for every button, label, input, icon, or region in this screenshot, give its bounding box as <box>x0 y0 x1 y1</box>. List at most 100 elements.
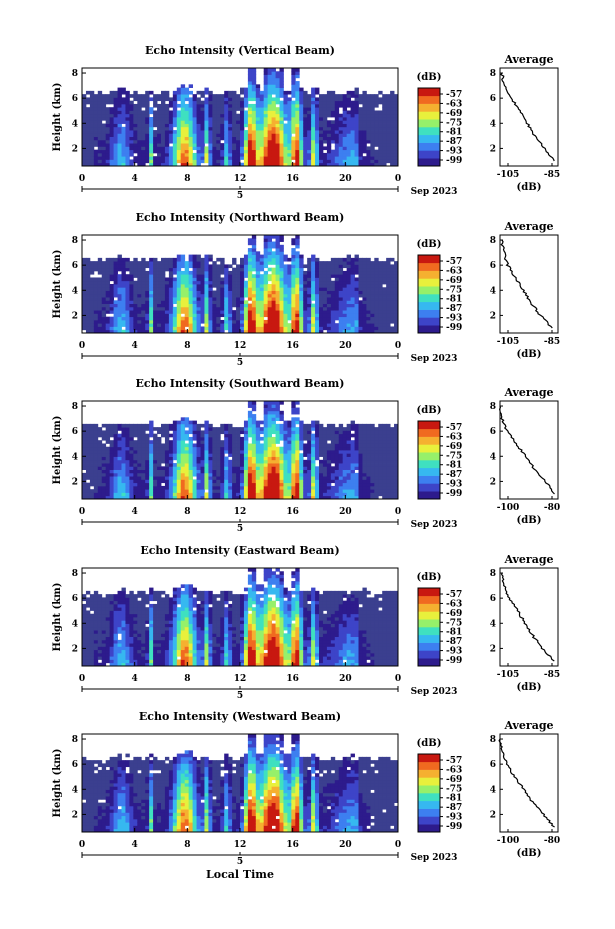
heatmap-cell <box>149 300 154 304</box>
heatmap-cell <box>149 130 154 134</box>
heatmap-cell <box>97 103 103 108</box>
heatmap-cell <box>370 306 375 311</box>
heatmap-cell <box>267 443 272 448</box>
heatmap-cell <box>149 313 154 318</box>
heatmap-cell <box>184 274 190 278</box>
heatmap-cell <box>342 319 348 324</box>
heatmap-cell <box>295 257 300 262</box>
heatmap-cell <box>105 423 111 428</box>
heatmap-cell <box>255 290 261 295</box>
heatmap-cell <box>117 472 122 477</box>
heatmap-cell <box>259 313 265 318</box>
heatmap-cell <box>85 446 91 451</box>
heatmap-cell <box>338 280 344 285</box>
heatmap-cell <box>251 329 257 333</box>
heatmap-cell <box>220 162 225 166</box>
heatmap-cell <box>267 267 272 272</box>
heatmap-cell <box>350 264 355 269</box>
heatmap-cell <box>117 495 122 499</box>
heatmap-cell <box>200 130 205 134</box>
heatmap-cell <box>125 120 130 124</box>
heatmap-cell <box>208 270 213 275</box>
heatmap-cell <box>279 81 284 85</box>
heatmap-cell <box>93 433 99 438</box>
heatmap-cell <box>109 453 114 457</box>
heatmap-cell <box>267 84 272 88</box>
heatmap-cell <box>267 404 272 408</box>
heatmap-cell <box>267 120 272 124</box>
heatmap-cell <box>228 427 233 431</box>
heatmap-cell <box>263 77 269 82</box>
heatmap-cell <box>275 123 280 128</box>
heatmap-cell <box>145 152 150 157</box>
heatmap-cell <box>247 310 253 314</box>
heatmap-cell <box>251 74 257 79</box>
heatmap-cell <box>243 485 249 490</box>
heatmap-cell <box>346 130 351 134</box>
heatmap-cell <box>315 293 320 298</box>
heatmap-cell <box>366 149 371 154</box>
heatmap-cell <box>374 277 379 282</box>
heatmap-cell <box>338 303 344 308</box>
heatmap-cell <box>109 284 114 288</box>
heatmap-cell <box>358 270 363 275</box>
heatmap-cell <box>145 149 150 154</box>
heatmap-cell <box>204 466 209 470</box>
heatmap-cell <box>240 300 245 304</box>
heatmap-cell <box>275 120 280 124</box>
heatmap-cell <box>145 469 150 474</box>
heatmap-cell <box>299 162 304 166</box>
heatmap-cell <box>319 264 324 269</box>
heatmap-cell <box>172 310 178 314</box>
heatmap-cell <box>161 290 166 295</box>
heatmap-cell <box>153 492 158 497</box>
heatmap-cell <box>334 300 340 304</box>
heatmap-cell <box>188 443 193 448</box>
heatmap-cell <box>224 274 229 278</box>
heatmap-cell <box>390 123 395 128</box>
heatmap-cell <box>180 306 186 311</box>
heatmap-cell <box>228 430 233 435</box>
heatmap-cell <box>247 238 253 242</box>
heatmap-cell <box>334 152 340 157</box>
heatmap-cell <box>267 287 272 291</box>
heatmap-cell <box>259 466 265 470</box>
heatmap-cell <box>370 107 375 111</box>
heatmap-cell <box>208 123 213 128</box>
heatmap-cell <box>322 284 328 288</box>
heatmap-cell <box>168 97 174 102</box>
heatmap-cell <box>220 97 225 102</box>
heatmap-cell <box>176 316 182 321</box>
heatmap-cell <box>224 267 229 272</box>
heatmap-cell <box>243 450 249 454</box>
heatmap-cell <box>263 87 269 92</box>
colorbar-label: -99 <box>446 156 462 166</box>
heatmap-cell <box>149 306 154 311</box>
heatmap-cell <box>326 316 332 321</box>
heatmap-cell <box>141 139 146 144</box>
heatmap-cell <box>164 436 170 441</box>
heatmap-cell <box>157 136 162 141</box>
heatmap-cell <box>366 267 371 272</box>
heatmap-cell <box>180 443 186 448</box>
heatmap-cell <box>346 162 351 166</box>
heatmap-cell <box>101 319 107 324</box>
heatmap-cell <box>299 313 304 318</box>
heatmap-cell <box>85 329 91 333</box>
heatmap-cell <box>82 133 87 137</box>
heatmap-cell <box>247 495 253 499</box>
heatmap-cell <box>267 277 272 282</box>
heatmap-cell <box>271 440 276 444</box>
heatmap-cell <box>240 87 245 92</box>
heatmap-cell <box>117 284 122 288</box>
heatmap-cell <box>97 323 103 327</box>
heatmap-cell <box>374 290 379 295</box>
heatmap-cell <box>89 319 95 324</box>
heatmap-cell <box>334 284 340 288</box>
heatmap-cell <box>192 329 197 333</box>
heatmap-cell <box>322 97 328 102</box>
heatmap-cell <box>168 482 174 487</box>
heatmap-cell <box>196 117 201 121</box>
heatmap-cell <box>370 133 375 137</box>
heatmap-cell <box>358 303 363 308</box>
